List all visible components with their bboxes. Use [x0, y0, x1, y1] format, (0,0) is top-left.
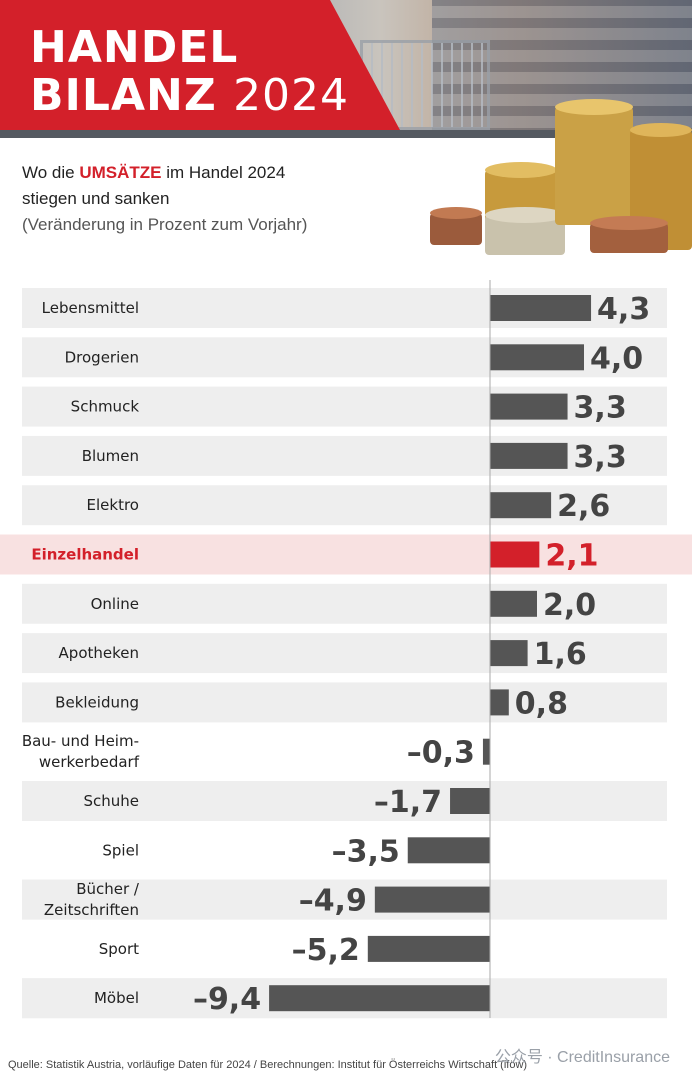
category-label: Drogerien: [65, 348, 139, 366]
category-label: Online: [91, 595, 139, 613]
value-label: 4,3: [597, 292, 650, 327]
bar: [490, 590, 537, 617]
value-label: –3,5: [332, 834, 400, 869]
subtitle-prefix: Wo die: [22, 163, 80, 182]
header-banner: HANDEL BILANZ 2024: [0, 0, 692, 138]
value-label: 2,1: [545, 539, 598, 574]
value-label: –9,4: [193, 982, 261, 1017]
bar: [490, 295, 592, 321]
category-label: Lebensmittel: [42, 299, 139, 317]
bar: [490, 442, 568, 469]
value-label: 4,0: [590, 341, 643, 376]
bar: [490, 541, 540, 568]
row-band: [22, 485, 667, 526]
value-label: –1,7: [374, 785, 442, 820]
value-label: –5,2: [292, 933, 360, 968]
category-label: Schuhe: [83, 792, 139, 810]
value-label: 2,0: [543, 588, 596, 623]
bar: [482, 738, 490, 765]
header-divider: [0, 130, 692, 138]
title-year: 2024: [233, 70, 350, 121]
value-label: 2,6: [557, 489, 610, 524]
bar: [269, 985, 490, 1012]
category-label: Sport: [99, 940, 139, 958]
value-label: 1,6: [534, 637, 587, 672]
category-label: Bücher / Zeitschriften: [44, 880, 140, 919]
category-label: Bau- und Heim-werkerbedarf: [22, 732, 140, 771]
bar: [450, 788, 490, 814]
bar: [490, 393, 568, 420]
value-label: 3,3: [574, 391, 627, 426]
category-label: Blumen: [82, 447, 139, 465]
source-note: Quelle: Statistik Austria, vorläufige Da…: [8, 1059, 528, 1071]
title-line2: BILANZ 2024: [30, 74, 349, 118]
row-band: [22, 879, 667, 920]
subtitle-note: (Veränderung in Prozent zum Vorjahr): [22, 215, 308, 234]
bar: [407, 837, 490, 864]
subtitle-highlight: UMSÄTZE: [79, 163, 162, 182]
bar: [490, 492, 552, 519]
row-band-highlight: [0, 534, 692, 575]
coins-image: [430, 99, 692, 255]
subtitle-suffix: im Handel 2024: [161, 163, 286, 182]
row-band: [22, 633, 667, 674]
row-band: [22, 682, 667, 723]
title-banner: [0, 0, 400, 130]
bar: [490, 689, 509, 716]
title-word: BILANZ: [30, 70, 217, 121]
value-label: –0,3: [407, 736, 475, 771]
row-band: [22, 781, 667, 821]
chart-subtitle: Wo die UMSÄTZE im Handel 2024 stiegen un…: [22, 160, 402, 238]
row-band: [22, 583, 667, 624]
value-label: –4,9: [299, 884, 367, 919]
coin-stacks: [430, 99, 692, 255]
bar: [490, 344, 584, 371]
title-line1: HANDEL: [30, 22, 239, 73]
bar: [490, 640, 528, 667]
category-label: Apotheken: [59, 644, 139, 662]
bar: [367, 935, 490, 962]
subtitle-line1: Wo die UMSÄTZE im Handel 2024: [22, 160, 402, 186]
category-label: Elektro: [87, 496, 139, 514]
category-label: Spiel: [102, 841, 139, 859]
subtitle-line2: stiegen und sanken: [22, 189, 170, 208]
category-label: Möbel: [94, 989, 139, 1007]
bar: [374, 886, 490, 913]
watermark: 公众号 · CreditInsurance: [494, 1049, 670, 1066]
value-label: 0,8: [515, 686, 568, 721]
category-label: Bekleidung: [55, 693, 139, 711]
value-label: 3,3: [574, 440, 627, 475]
category-label: Schmuck: [71, 398, 140, 416]
category-label: Einzelhandel: [31, 546, 139, 564]
